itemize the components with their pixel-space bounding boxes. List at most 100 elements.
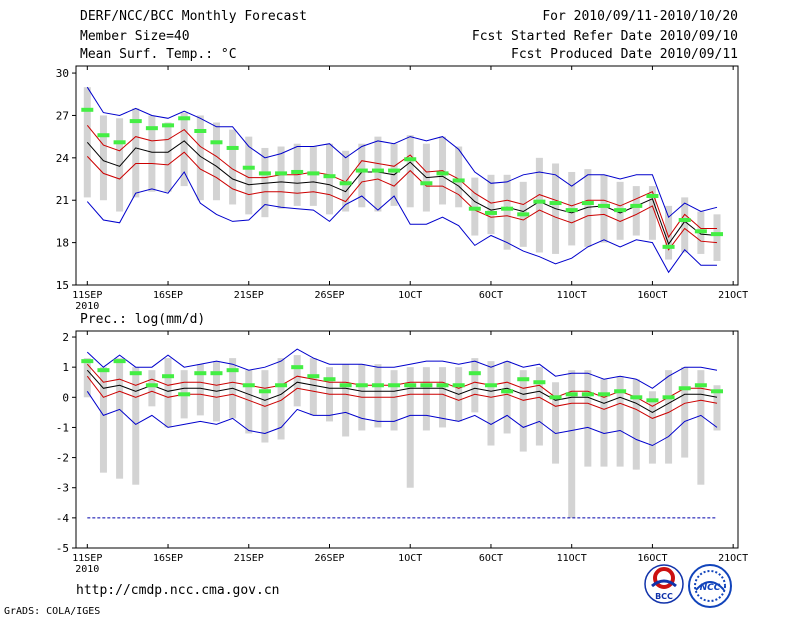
temp-range-bar <box>196 115 204 201</box>
temp-range-bar <box>245 136 253 215</box>
prec-range-bar <box>632 379 640 470</box>
temp-observed-mark <box>339 181 352 186</box>
temp-observed-mark <box>436 171 449 176</box>
temp-observed-mark <box>484 210 497 215</box>
prec-y-tick-label: 0 <box>62 391 69 404</box>
temperature-panel: 15 18 21 24 27 30 11SEP 16SEP 21SEP 26SEP 1OCT 6OCT… <box>56 65 748 312</box>
prec-x-tick-label: 16SEP <box>153 553 183 564</box>
temp-observed-mark <box>210 140 223 145</box>
temp-observed-mark <box>258 171 271 176</box>
prec-observed-mark <box>468 371 481 376</box>
temp-range-bar <box>132 108 140 198</box>
prec-range-bar <box>83 358 91 398</box>
prec-observed-mark <box>404 383 417 388</box>
prec-range-bar <box>519 370 527 452</box>
temp-observed-mark <box>694 229 707 234</box>
prec-range-bar <box>487 361 495 446</box>
prec-observed-mark <box>678 386 691 391</box>
temp-observed-mark <box>711 232 724 237</box>
temp-range-bar <box>374 136 382 212</box>
temp-observed-mark <box>565 208 578 213</box>
prec-upper-quartile-line <box>86 363 718 407</box>
temp-observed-mark <box>517 212 530 217</box>
temp-observed-mark <box>597 203 610 208</box>
prec-observed-mark <box>145 383 158 388</box>
temp-plot-frame <box>75 65 739 286</box>
temp-median-line <box>86 140 718 246</box>
prec-range-bar <box>439 367 447 428</box>
prec-range-bar <box>503 361 511 434</box>
prec-observed-mark <box>581 392 594 397</box>
prec-x-tick-label: 11SEP <box>72 553 102 564</box>
prec-observed-mark <box>323 377 336 382</box>
prec-observed-mark <box>226 368 239 373</box>
prec-observed-mark <box>371 383 384 388</box>
prec-x-tick-label: 26SEP <box>314 553 344 564</box>
prec-observed-mark <box>388 383 401 388</box>
temp-x-tick-label: 6OCT <box>479 290 503 301</box>
prec-observed-mark <box>129 371 142 376</box>
temp-x-tick-label: 16SEP <box>153 290 183 301</box>
prec-range-bar <box>99 367 107 473</box>
prec-max-line <box>86 348 718 389</box>
temp-range-bar <box>99 115 107 201</box>
temp-y-tick-label: 24 <box>56 152 70 165</box>
temp-range-bar <box>261 147 269 218</box>
precipitation-panel: -5 -4 -3 -2 -1 0 1 2 11SEP 16SEP 21SEP 26SEP 1OCT 6OC… <box>56 330 748 575</box>
temp-range-bar <box>471 177 479 236</box>
temp-observed-mark <box>323 174 336 179</box>
temp-x-tick-label: 11OCT <box>557 290 587 301</box>
prec-range-bar <box>697 370 705 485</box>
temp-observed-mark <box>662 244 675 249</box>
temp-min-line <box>86 171 717 274</box>
temp-observed-mark <box>549 201 562 206</box>
temp-range-bar <box>665 205 673 260</box>
prec-observed-mark <box>242 383 255 388</box>
temp-observed-mark <box>162 123 175 128</box>
prec-y-tick-label: -5 <box>56 542 69 555</box>
temp-observed-mark <box>194 128 207 133</box>
temp-observed-mark <box>307 171 320 176</box>
prec-observed-mark <box>565 392 578 397</box>
temp-observed-mark <box>501 206 514 211</box>
prec-range-bar <box>196 364 204 416</box>
prec-observed-mark <box>291 365 304 370</box>
temp-range-bar <box>164 122 172 192</box>
prec-y-tick-label: -1 <box>56 421 69 434</box>
prec-range-bar <box>374 364 382 428</box>
temp-y-tick-label: 15 <box>56 279 69 292</box>
prec-range-bar <box>471 358 479 413</box>
temp-y-tick-label: 18 <box>56 237 69 250</box>
prec-range-bar <box>293 355 301 407</box>
temp-observed-mark <box>145 126 158 131</box>
prec-observed-mark <box>178 392 191 397</box>
variable-label: Mean Surf. Temp.: °C <box>80 47 237 62</box>
prec-range-bar <box>245 370 253 434</box>
temp-range-bar <box>713 214 721 261</box>
prec-observed-mark <box>646 398 659 403</box>
temp-observed-mark <box>178 116 191 121</box>
temp-observed-mark <box>81 107 94 112</box>
temp-range-bar <box>277 146 285 209</box>
temp-range-bar <box>148 115 156 192</box>
prec-lower-quartile-line <box>86 375 718 419</box>
temp-observed-mark <box>129 119 142 124</box>
temp-range-bar <box>681 197 689 253</box>
prec-range-bar <box>648 391 656 464</box>
prec-range-bar <box>681 367 689 458</box>
prec-x-tick-label: 21SEP <box>234 553 264 564</box>
prec-x-tick-label: 1OCT <box>398 553 422 564</box>
temp-range-bar <box>503 174 511 250</box>
temp-y-tick-label: 27 <box>56 109 69 122</box>
prec-x-tick-label: 16OCT <box>637 553 667 564</box>
temp-observed-mark <box>388 168 401 173</box>
ncc-logo-text: NCC <box>700 583 721 593</box>
prec-y-tick-label: -2 <box>56 452 69 465</box>
prec-observed-mark <box>501 389 514 394</box>
prec-range-bar <box>148 370 156 407</box>
temp-x-tick-label: 21OCT <box>718 290 748 301</box>
temp-observed-mark <box>468 206 481 211</box>
temp-observed-mark <box>291 169 304 174</box>
temp-range-bar <box>325 143 333 215</box>
prec-observed-mark <box>694 383 707 388</box>
